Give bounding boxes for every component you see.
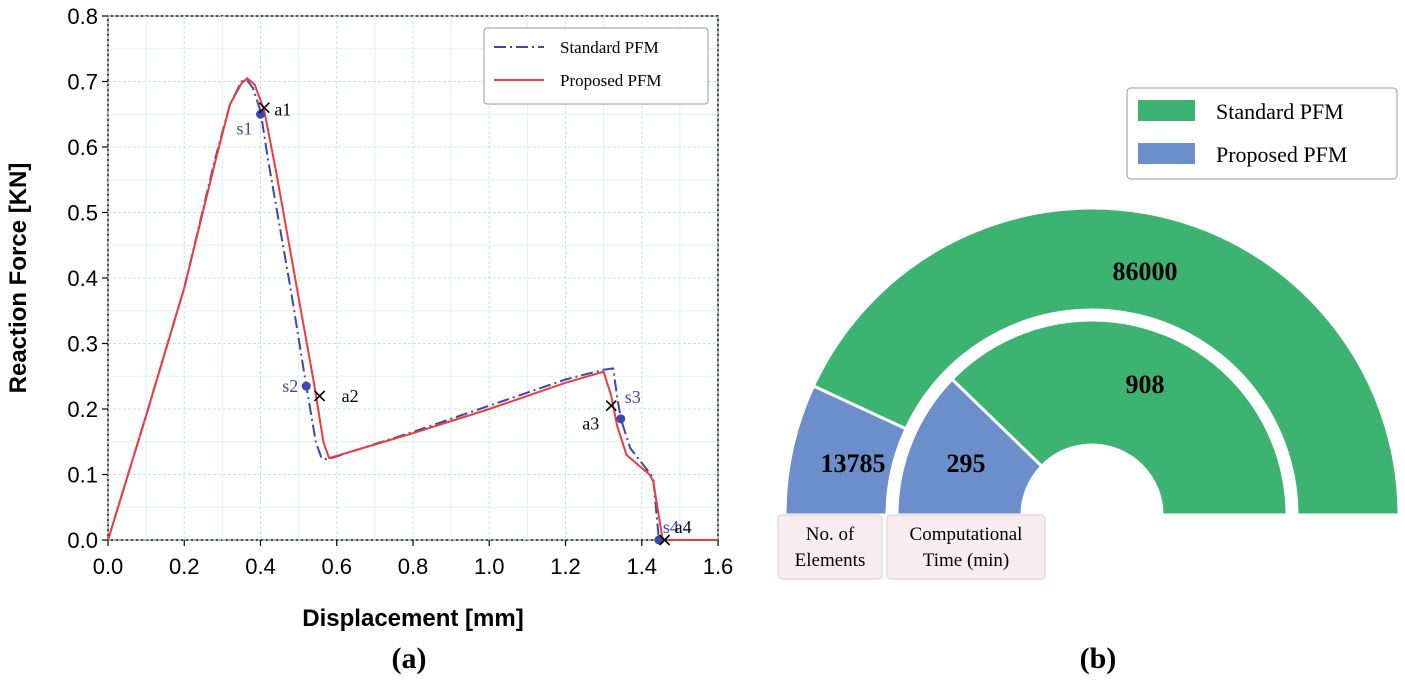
annotation-label-s4: s4 [663, 517, 679, 537]
series-line-standard [107, 79, 718, 541]
slices [783, 206, 1401, 517]
slice-elements-standard [811, 206, 1401, 517]
ring-label-elements-line1: No. of [806, 524, 855, 545]
legend-swatch-proposed-b [1138, 143, 1195, 164]
y-tick-label: 0.7 [67, 70, 98, 95]
y-tick-label: 0.2 [67, 397, 98, 422]
slice-label-elements-proposed: 13785 [821, 449, 886, 478]
ring-label-elements: No. of Elements [777, 514, 883, 580]
slice-time-standard [949, 318, 1289, 517]
marker-a4 [659, 534, 671, 546]
y-tick-label: 0.6 [67, 135, 98, 160]
marker-s1 [256, 109, 265, 119]
legend-label-standard: Standard PFM [560, 38, 659, 57]
slice-label-elements-standard: 86000 [1113, 257, 1178, 286]
x-tick-label: 1.0 [474, 554, 505, 579]
x-tick-label: 1.2 [550, 554, 581, 579]
slice-label-time-proposed: 295 [947, 449, 986, 478]
annotation-label-a3: a3 [582, 414, 599, 434]
panel-label-b: (b) [1080, 642, 1117, 675]
legend: Standard PFM Proposed PFM [1126, 87, 1398, 180]
marker-a3 [605, 400, 617, 412]
legend: Standard PFM Proposed PFM [483, 27, 709, 105]
x-tick-label: 1.4 [626, 554, 657, 579]
slice-label-time-standard: 908 [1126, 370, 1165, 399]
marker-a1 [258, 102, 270, 114]
x-tick-label: 0.6 [321, 554, 352, 579]
x-axis-title: Displacement [mm] [302, 605, 523, 632]
annotation-label-a2: a2 [342, 386, 359, 406]
legend-label-standard-b: Standard PFM [1216, 99, 1344, 124]
ring-label-time: Computational Time (min) [886, 514, 1046, 580]
annotation-label-s1: s1 [236, 118, 252, 138]
annotation-label-s2: s2 [282, 376, 298, 396]
ring-label-box-time [886, 514, 1046, 580]
y-tick-label: 0.5 [67, 201, 98, 226]
ring-label-elements-line2: Elements [795, 550, 866, 571]
y-tick-label: 0.8 [67, 4, 98, 29]
legend-label-proposed-b: Proposed PFM [1216, 142, 1347, 167]
y-tick-label: 0.3 [67, 332, 98, 357]
x-tick-label: 0.0 [93, 554, 124, 579]
series-line-proposed [107, 77, 718, 541]
ring-label-time-line1: Computational [910, 524, 1023, 545]
marker-s3 [616, 414, 626, 424]
legend-swatch-standard-b [1138, 100, 1195, 121]
y-tick-label: 0.4 [67, 266, 98, 291]
series-lines [107, 77, 718, 541]
semicircle-chart-panel: 13785 86000 295 908 No. of Elements Computa… [777, 87, 1401, 675]
annotation-label-a1: a1 [274, 100, 291, 120]
ring-label-time-line2: Time (min) [923, 550, 1009, 571]
slice-time-proposed [895, 377, 1044, 517]
slice-labels: 13785 86000 295 908 [821, 257, 1178, 478]
x-tick-label: 0.8 [398, 554, 429, 579]
x-tick-label: 0.4 [245, 554, 276, 579]
marker-s2 [301, 381, 311, 391]
marker-s4 [654, 535, 664, 545]
annotations: s1 s2 s3 s4 a1 a2 a3 a4 [236, 100, 692, 546]
line-chart-panel: 0.0 0.2 0.4 0.6 0.8 1.0 1.2 1.4 1.6 0.0 0.1 0.2 0.3 0… [5, 4, 733, 675]
panel-label-a: (a) [392, 642, 427, 675]
annotation-label-a4: a4 [675, 517, 692, 537]
annotation-label-s3: s3 [625, 387, 641, 407]
y-tick-label: 0.1 [67, 463, 98, 488]
tick-labels: 0.0 0.2 0.4 0.6 0.8 1.0 1.2 1.4 1.6 0.0 0.1 0.2 0.3 0… [67, 4, 733, 579]
x-tick-label: 1.6 [703, 554, 734, 579]
y-axis-title: Reaction Force [KN] [5, 163, 32, 394]
legend-label-proposed: Proposed PFM [560, 71, 662, 90]
marker-a2 [314, 390, 326, 402]
ring-label-box-elements [777, 514, 883, 580]
x-tick-label: 0.2 [169, 554, 200, 579]
y-tick-label: 0.0 [67, 528, 98, 553]
